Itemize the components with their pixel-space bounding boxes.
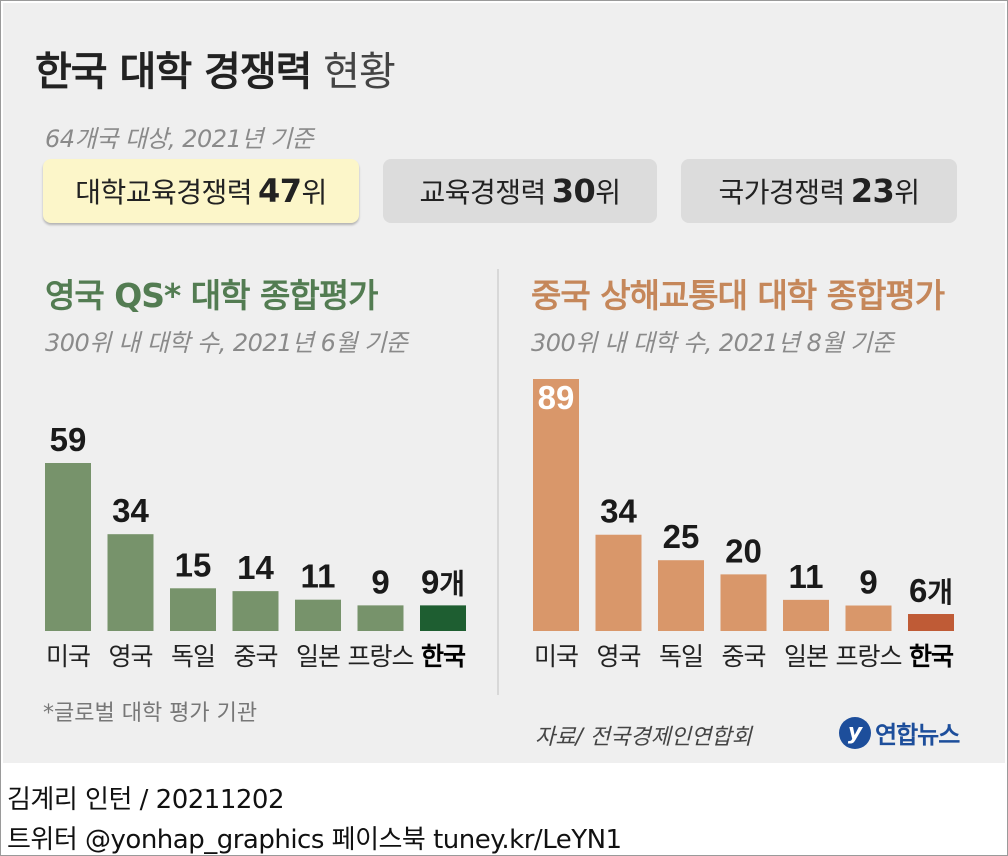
source-note: 자료/ 전국경제인연합회 [535, 725, 752, 750]
badge-national: 국가경쟁력 23 위 [681, 159, 957, 223]
sjtu-value-label-5: 9 [859, 564, 877, 601]
badge-value: 23 [850, 172, 895, 210]
author-credit: 김계리 인턴 / 20211202 [7, 785, 285, 815]
page-title: 한국 대학 경쟁력 현황 [35, 39, 396, 97]
qs-value-label-0: 59 [50, 421, 87, 458]
badge-university-education: 대학교육경쟁력 47 위 [43, 159, 359, 223]
badge-unit: 위 [595, 176, 621, 209]
sjtu-category-label-0: 미국 [534, 642, 578, 671]
sjtu-category-label-6: 한국 [909, 642, 954, 671]
sjtu-value-label-2: 25 [663, 518, 700, 555]
badge-value: 47 [258, 172, 302, 210]
sjtu-bar-5 [845, 605, 892, 631]
qs-bar-0 [45, 463, 91, 631]
sjtu-value-label-3: 20 [725, 532, 762, 569]
sjtu-bar-2 [658, 560, 704, 631]
title-light: 현황 [323, 49, 396, 95]
sjtu-category-label-3: 중국 [721, 642, 765, 671]
qs-bar-3 [232, 591, 279, 631]
badge-value: 30 [551, 172, 596, 210]
sjtu-value-label-4: 11 [789, 558, 824, 595]
sjtu-category-label-5: 프랑스 [835, 642, 901, 671]
qs-category-label-4: 일본 [296, 642, 340, 671]
sjtu-value-label-0: 89 [538, 379, 575, 416]
section-divider [497, 269, 499, 695]
yonhap-logo-icon: y [839, 716, 871, 749]
sjtu-bar-3 [720, 574, 767, 631]
badge-unit: 위 [301, 176, 328, 209]
qs-category-label-2: 독일 [171, 642, 215, 671]
qs-category-label-3: 중국 [233, 642, 277, 671]
qs-value-label-1: 34 [112, 492, 149, 529]
sjtu-category-label-4: 일본 [784, 642, 828, 671]
sjtu-bar-4 [783, 599, 829, 631]
social-credit: 트위터 @yonhap_graphics 페이스북 tuney.kr/LeYN1 [7, 825, 622, 855]
yonhap-logo: y 연합뉴스 [839, 715, 960, 750]
page-subtitle: 64개국 대상, 2021년 기준 [45, 125, 314, 153]
sjtu-chart-title: 중국 상해교통대 대학 종합평가 [531, 276, 945, 315]
qs-bar-5 [357, 605, 404, 631]
qs-value-label-5: 9 [371, 563, 389, 600]
badge-education: 교육경쟁력 30 위 [383, 159, 657, 223]
qs-chart-title: 영국 QS* 대학 종합평가 [45, 276, 378, 315]
qs-category-label-0: 미국 [46, 642, 90, 671]
qs-bar-4 [295, 599, 341, 631]
qs-value-label-2: 15 [175, 546, 212, 583]
qs-category-label-1: 영국 [108, 642, 152, 671]
sjtu-value-label-6: 6개 [909, 572, 953, 609]
content-panel [3, 3, 1005, 763]
qs-value-label-6: 9개 [421, 563, 465, 600]
qs-bar-2 [170, 588, 216, 631]
qs-value-label-4: 11 [301, 558, 336, 595]
qs-chart-subtitle: 300위 내 대학 수, 2021년 6월 기준 [45, 329, 408, 357]
badge-label: 국가경쟁력 [718, 176, 845, 209]
badge-label: 대학교육경쟁력 [75, 176, 253, 209]
qs-value-label-3: 14 [237, 549, 274, 586]
sjtu-value-label-1: 34 [600, 493, 637, 530]
sjtu-bar-1 [595, 534, 642, 631]
badge-label: 교육경쟁력 [419, 176, 546, 209]
yonhap-logo-text: 연합뉴스 [875, 721, 960, 749]
sjtu-chart-subtitle: 300위 내 대학 수, 2021년 8월 기준 [531, 329, 894, 357]
title-bold: 한국 대학 경쟁력 [35, 49, 312, 95]
qs-category-label-5: 프랑스 [347, 642, 413, 671]
badge-unit: 위 [894, 176, 920, 209]
sjtu-bar-6 [908, 614, 954, 631]
qs-bar-6 [420, 605, 466, 631]
qs-category-label-6: 한국 [421, 642, 466, 671]
sjtu-category-label-2: 독일 [659, 642, 703, 671]
sjtu-bar-0 [533, 379, 579, 631]
qs-bar-1 [107, 534, 154, 631]
footnote: *글로벌 대학 평가 기관 [43, 701, 258, 726]
sjtu-category-label-1: 영국 [596, 642, 640, 671]
